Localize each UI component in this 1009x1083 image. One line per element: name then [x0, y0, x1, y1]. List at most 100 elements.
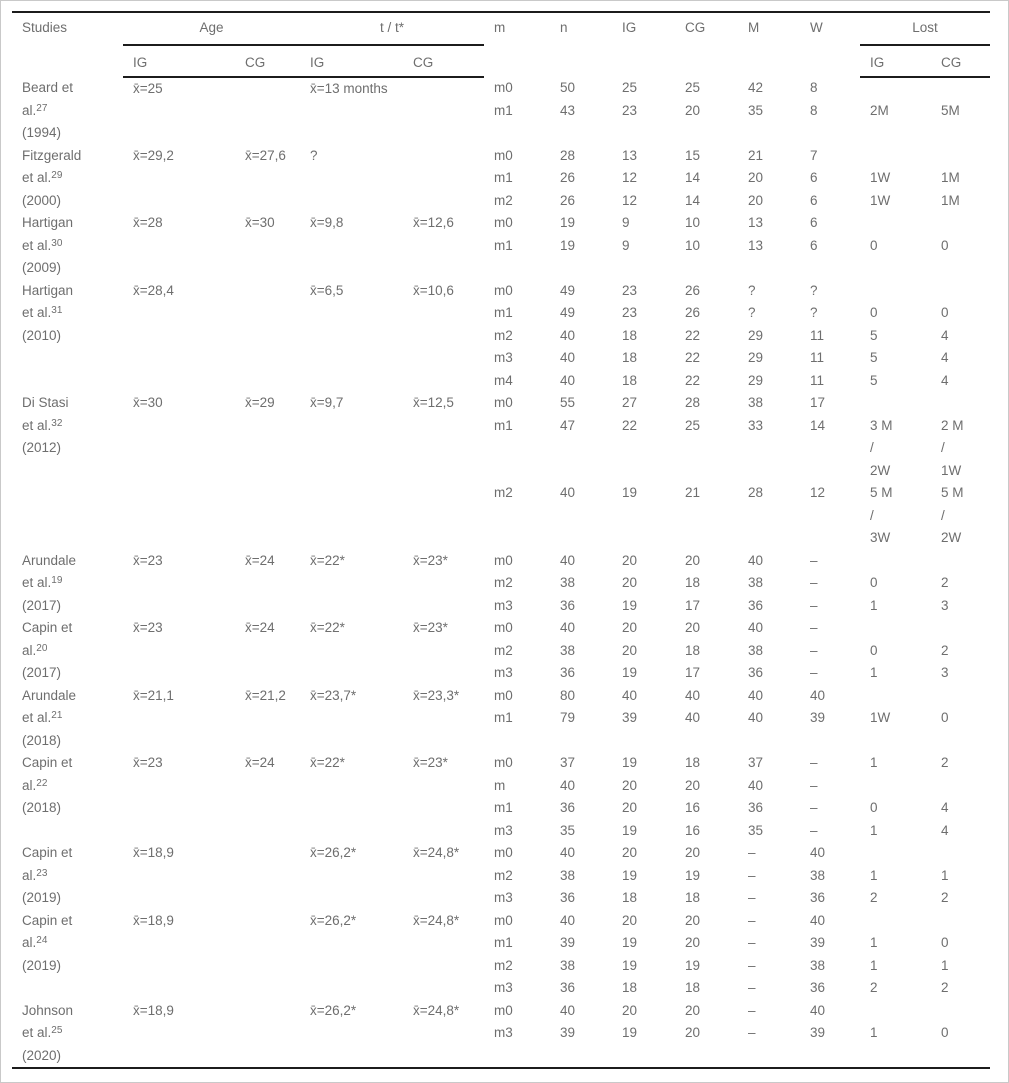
timepoint-cell: m0	[494, 80, 513, 95]
n-cell: 49	[560, 282, 576, 298]
data-row: m1 47 22 25 33 14 3 M / 2W 2 M / 1W	[12, 415, 990, 483]
col-header-lost: Lost	[860, 12, 991, 46]
study-year: (2009)	[22, 260, 62, 275]
ig-cell: 22	[622, 417, 638, 433]
n-cell: 40	[560, 485, 576, 500]
col-header-studies: Studies	[22, 20, 68, 35]
n-cell: 26	[560, 192, 576, 208]
col-header-men: M	[748, 20, 760, 35]
ig-cell: 19	[622, 485, 638, 500]
ig-cell: 13	[622, 147, 638, 163]
men-cell: 36	[748, 597, 764, 613]
data-row: Hartigan et al.31 (2010) x̄=28,4 x̄=6,5 x̄=10…	[12, 280, 990, 343]
reference-superscript: 25	[51, 1025, 63, 1036]
study-name-line2: et al.32	[22, 417, 63, 433]
timepoint-cell: m1	[494, 102, 513, 118]
data-row: Capin et al.22 (2018) x̄=23 x̄=24 x̄=22* x̄=23…	[12, 752, 990, 815]
time-cg-cell: x̄=24,8*	[413, 1002, 460, 1018]
lost-line: 5 M	[941, 485, 964, 500]
men-cell: –	[748, 912, 756, 928]
men-cell: 40	[748, 777, 764, 793]
lost-ig-cell	[860, 842, 931, 865]
men-cell: 20	[748, 192, 764, 208]
data-row: Arundale et al.21 (2018) x̄=21,1 x̄=21,2 x̄=2…	[12, 685, 990, 748]
lost-cg-cell	[931, 842, 990, 865]
study-name-line1: Beard et	[22, 80, 74, 95]
lost-cg-cell	[931, 1000, 990, 1023]
lost-cg-cell: 5 M / 2W	[931, 482, 990, 550]
lost-ig-cell: 0	[870, 237, 878, 253]
lost-cg-cell: 2	[941, 980, 949, 995]
ig-cell: 19	[622, 755, 638, 770]
time-cg-cell: x̄=12,6	[413, 215, 454, 230]
women-cell: 40	[810, 687, 826, 703]
data-row: m3 36 19 17 36 – 1 3	[12, 662, 990, 685]
men-cell: 29	[748, 350, 764, 365]
n-cell: 40	[560, 372, 576, 388]
women-cell: 17	[810, 395, 826, 410]
men-cell: –	[748, 935, 756, 950]
data-row: Johnson et al.25 (2020) x̄=18,9 x̄=26,2* x̄=2…	[12, 1000, 990, 1063]
men-cell: 29	[748, 372, 764, 388]
age-ig-cell: x̄=28	[133, 215, 163, 230]
lost-line: 3 M	[870, 417, 893, 433]
lost-line: 5 M	[870, 485, 893, 500]
lost-cg-cell: 4	[941, 327, 949, 343]
lost-ig-cell	[860, 77, 931, 100]
study-name-line2: et al.29	[22, 170, 63, 185]
time-ig-cell: x̄=26,2*	[310, 1002, 357, 1018]
lost-cg-cell: 0	[941, 710, 949, 725]
lost-cg-cell	[931, 145, 990, 168]
lost-cg-cell	[931, 280, 990, 303]
lost-cg-cell	[931, 550, 990, 573]
n-cell: 40	[560, 350, 576, 365]
ig-cell: 20	[622, 845, 638, 860]
men-cell: 20	[748, 170, 764, 185]
women-cell: 38	[810, 867, 826, 883]
women-cell: 11	[810, 372, 825, 388]
lost-ig-cell	[860, 685, 931, 708]
n-cell: 40	[560, 552, 576, 568]
lost-ig-cell: 2	[870, 890, 878, 905]
n-cell: 79	[560, 710, 576, 725]
age-ig-cell: x̄=29,2	[133, 147, 174, 163]
men-cell: 40	[748, 620, 764, 635]
study-group: Fitzgerald et al.29 (2000) x̄=29,2 x̄=27,6? m…	[12, 145, 990, 213]
lost-ig-cell	[860, 910, 931, 933]
n-cell: 28	[560, 147, 576, 163]
timepoint-cell: m2	[494, 642, 513, 658]
study-year: (1994)	[22, 125, 62, 140]
ig-cell: 23	[622, 102, 638, 118]
lost-cg-cell	[931, 77, 990, 100]
timepoint-cell: m1	[494, 935, 513, 950]
n-cell: 19	[560, 237, 576, 253]
lost-ig-cell: 2M	[870, 102, 889, 118]
header-row-1: Studies Age t / t* m n IG CG M W Lost	[12, 12, 991, 46]
study-name-line2: al.24	[22, 935, 48, 950]
time-ig-cell: x̄=6,5	[310, 282, 344, 298]
data-row: m1 36 20 16 36 – 0 4	[12, 797, 990, 820]
reference-superscript: 19	[51, 575, 63, 586]
age-cg-cell	[235, 1000, 300, 1069]
reference-superscript: 23	[36, 867, 48, 879]
lost-cg-cell	[931, 617, 990, 640]
lost-ig-cell: 1W	[870, 192, 891, 208]
study-name-cell: Arundale et al.19 (2017)	[12, 550, 123, 618]
study-name-cell: Capin et al.20 (2017)	[12, 617, 123, 685]
study-name-line2: al.22	[22, 777, 48, 793]
women-cell: –	[810, 620, 818, 635]
ig-cell: 12	[622, 192, 638, 208]
age-ig-cell: x̄=18,9	[133, 912, 174, 928]
age-cg-cell: x̄=27,6	[245, 147, 286, 163]
n-cell: 50	[560, 80, 576, 95]
cg-cell: 18	[685, 575, 701, 590]
men-cell: 36	[748, 800, 764, 815]
men-cell: 13	[748, 237, 764, 253]
n-cell: 38	[560, 957, 576, 973]
data-row: m2 38 19 19 – 38 1 1	[12, 865, 990, 888]
timepoint-cell: m2	[494, 867, 513, 883]
reference-superscript: 24	[36, 935, 48, 946]
women-cell: 8	[810, 102, 818, 118]
women-cell: ?	[810, 305, 818, 320]
women-cell: 40	[810, 912, 826, 928]
